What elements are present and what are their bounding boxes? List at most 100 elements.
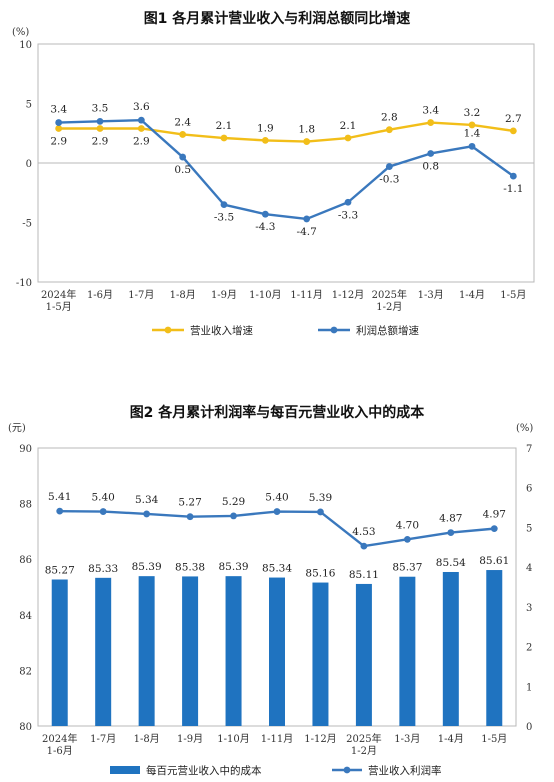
chart-2-profit-rate-label: 5.40 (265, 492, 288, 504)
chart-1-legend-marker-revenue (164, 326, 172, 334)
chart-1-x-tick-label: 1-5月 (500, 289, 526, 301)
chart-2-x-tick-label: 1-10月 (217, 733, 249, 745)
chart-2-profit-rate-point (360, 542, 368, 550)
chart-2: 图2 各月累计利润率与每百元营业收入中的成本 (元) (%) 90 88 86 84 8… (8, 404, 533, 777)
chart-2-profit-rate-label: 4.87 (439, 513, 462, 525)
chart-1-data-label-revenue: 2.4 (174, 116, 191, 128)
chart-2-x-tick-label: 1-11月 (261, 733, 293, 745)
chart-1-data-label-revenue: 2.9 (133, 135, 150, 147)
chart-2-y-tick-label-left: 88 (19, 500, 32, 511)
chart-2-x-tick-label: 1-6月 (47, 745, 73, 757)
chart-2-bar-label: 85.54 (436, 557, 466, 569)
chart-2-x-tick-label: 2024年 (42, 732, 77, 745)
chart-2-bar (269, 577, 285, 726)
chart-1-legend-marker-profit (330, 326, 338, 334)
chart-2-bar-label: 85.34 (262, 563, 292, 575)
chart-2-legend-label-rate: 营业收入利润率 (368, 764, 442, 777)
chart-1-point-revenue (427, 119, 435, 126)
chart-1-series-line-profit (58, 118, 515, 221)
chart-1-y-tick-label: 5 (26, 100, 32, 111)
chart-1-data-label-profit: -3.5 (214, 212, 234, 224)
chart-2-bar (312, 582, 329, 726)
chart-1-x-tick-label: 2025年 (372, 288, 407, 301)
chart-1-data-label-revenue: 2.1 (216, 120, 233, 132)
chart-2-x-tick-label: 1-8月 (134, 733, 160, 745)
chart-2-y-tick-label-left: 84 (19, 611, 32, 622)
chart-2-bar (225, 576, 242, 726)
chart-2-bar-label: 85.16 (305, 568, 335, 580)
chart-1-y-tick-label: -10 (16, 278, 32, 289)
chart-2-y-tick-label-left: 82 (19, 666, 32, 677)
chart-1-data-label-revenue: 3.2 (464, 107, 481, 119)
chart-1-data-label-revenue: 2.7 (505, 113, 522, 125)
chart-1-point-revenue (344, 134, 352, 142)
chart-1-y-tick-label: -5 (22, 219, 32, 230)
chart-1-x-tick-label: 1-8月 (170, 289, 196, 301)
chart-1-y-tick-label: 0 (26, 159, 32, 170)
chart-1-x-tick-label: 1-11月 (290, 289, 322, 301)
chart-2-x-tick-label: 1-2月 (351, 745, 377, 757)
chart-2-bar (399, 576, 416, 726)
chart-1-point-revenue (55, 125, 63, 132)
chart-1-point-revenue (137, 125, 145, 132)
chart-1-x-tick-label: 2024年 (41, 288, 76, 301)
chart-2-bar-label: 85.39 (219, 561, 249, 573)
chart-1-data-label-revenue: 1.9 (257, 122, 274, 134)
chart-2-y-unit-right: (%) (516, 423, 533, 434)
chart-1-point-profit (385, 163, 393, 170)
chart-1-point-profit (179, 153, 187, 161)
chart-1-point-profit (261, 210, 269, 218)
chart-1-legend-label-profit: 利润总额增速 (356, 324, 419, 337)
chart-2-profit-rate-point (273, 508, 281, 515)
chart-2-x-tick-label: 1-9月 (177, 733, 203, 745)
chart-1-point-revenue (179, 131, 187, 138)
chart-1-point-revenue (96, 125, 104, 132)
chart-2-profit-rate-point (99, 508, 107, 515)
chart-1-x-tick-label: 1-4月 (459, 289, 485, 301)
chart-1-data-label-revenue: 1.8 (298, 124, 315, 136)
chart-2-x-tick-label: 1-12月 (304, 733, 336, 745)
chart-1-point-revenue (509, 127, 517, 135)
chart-2-bar-label: 85.37 (392, 562, 422, 574)
chart-1-data-label-profit: 1.4 (464, 127, 481, 139)
chart-1-point-profit (220, 201, 228, 209)
chart-1-x-tick-label: 1-12月 (332, 289, 364, 301)
chart-2-x-tick-label: 1-7月 (90, 733, 116, 745)
chart-2-x-tick-label: 1-3月 (394, 733, 420, 745)
chart-1-legend-label-revenue: 营业收入增速 (190, 324, 253, 337)
chart-2-legend-marker-rate (343, 766, 351, 774)
chart-2-bar-label: 85.38 (175, 561, 205, 573)
chart-2-y-tick-label-left: 90 (19, 444, 32, 455)
chart-2-profit-rate-label: 5.40 (91, 492, 114, 504)
chart-2-profit-rate-point (403, 535, 411, 543)
chart-2-bar (95, 577, 112, 726)
chart-1-data-label-revenue: 3.4 (422, 105, 439, 117)
chart-2-y-tick-label-right: 6 (526, 484, 532, 495)
chart-2-profit-rate-label: 5.39 (309, 492, 332, 504)
chart-2-bar-label: 85.11 (349, 569, 379, 581)
chart-1-point-profit (427, 150, 435, 157)
chart-1-y-tick-label: 10 (19, 40, 32, 51)
chart-1-x-tick-label: 1-6月 (87, 289, 113, 301)
chart-2-profit-rate-point (317, 508, 324, 516)
chart-2-profit-rate-label: 4.70 (396, 519, 419, 531)
chart-1-point-revenue (303, 138, 311, 145)
chart-2-profit-rate-label: 4.53 (352, 526, 375, 538)
chart-1-point-profit (344, 198, 352, 206)
chart-1-legend: 营业收入增速 利润总额增速 (152, 324, 419, 337)
chart-2-y-tick-label-right: 3 (526, 603, 532, 614)
chart-1-data-label-profit: -4.3 (255, 221, 275, 233)
chart-1-data-label-revenue: 2.9 (92, 135, 109, 147)
chart-2-bar-label: 85.39 (132, 561, 162, 573)
chart-1-x-tick-label: 1-7月 (128, 289, 154, 301)
chart-1-point-profit (137, 116, 145, 124)
chart-2-y-unit-left: (元) (8, 423, 26, 434)
chart-2-bars: 85.27 85.33 85.39 85.38 85.39 85.34 85.16 85.11… (45, 555, 509, 726)
chart-2-profit-rate-line (59, 509, 495, 548)
chart-2-line: 5.41 5.40 5.34 5.27 5.29 5.40 5.39 4.53 4.70 4.87… (48, 491, 506, 550)
chart-2-profit-rate-point (230, 512, 237, 520)
chart-2-bar-label: 85.33 (88, 563, 118, 575)
chart-1-data-label-profit: -4.7 (297, 226, 317, 238)
